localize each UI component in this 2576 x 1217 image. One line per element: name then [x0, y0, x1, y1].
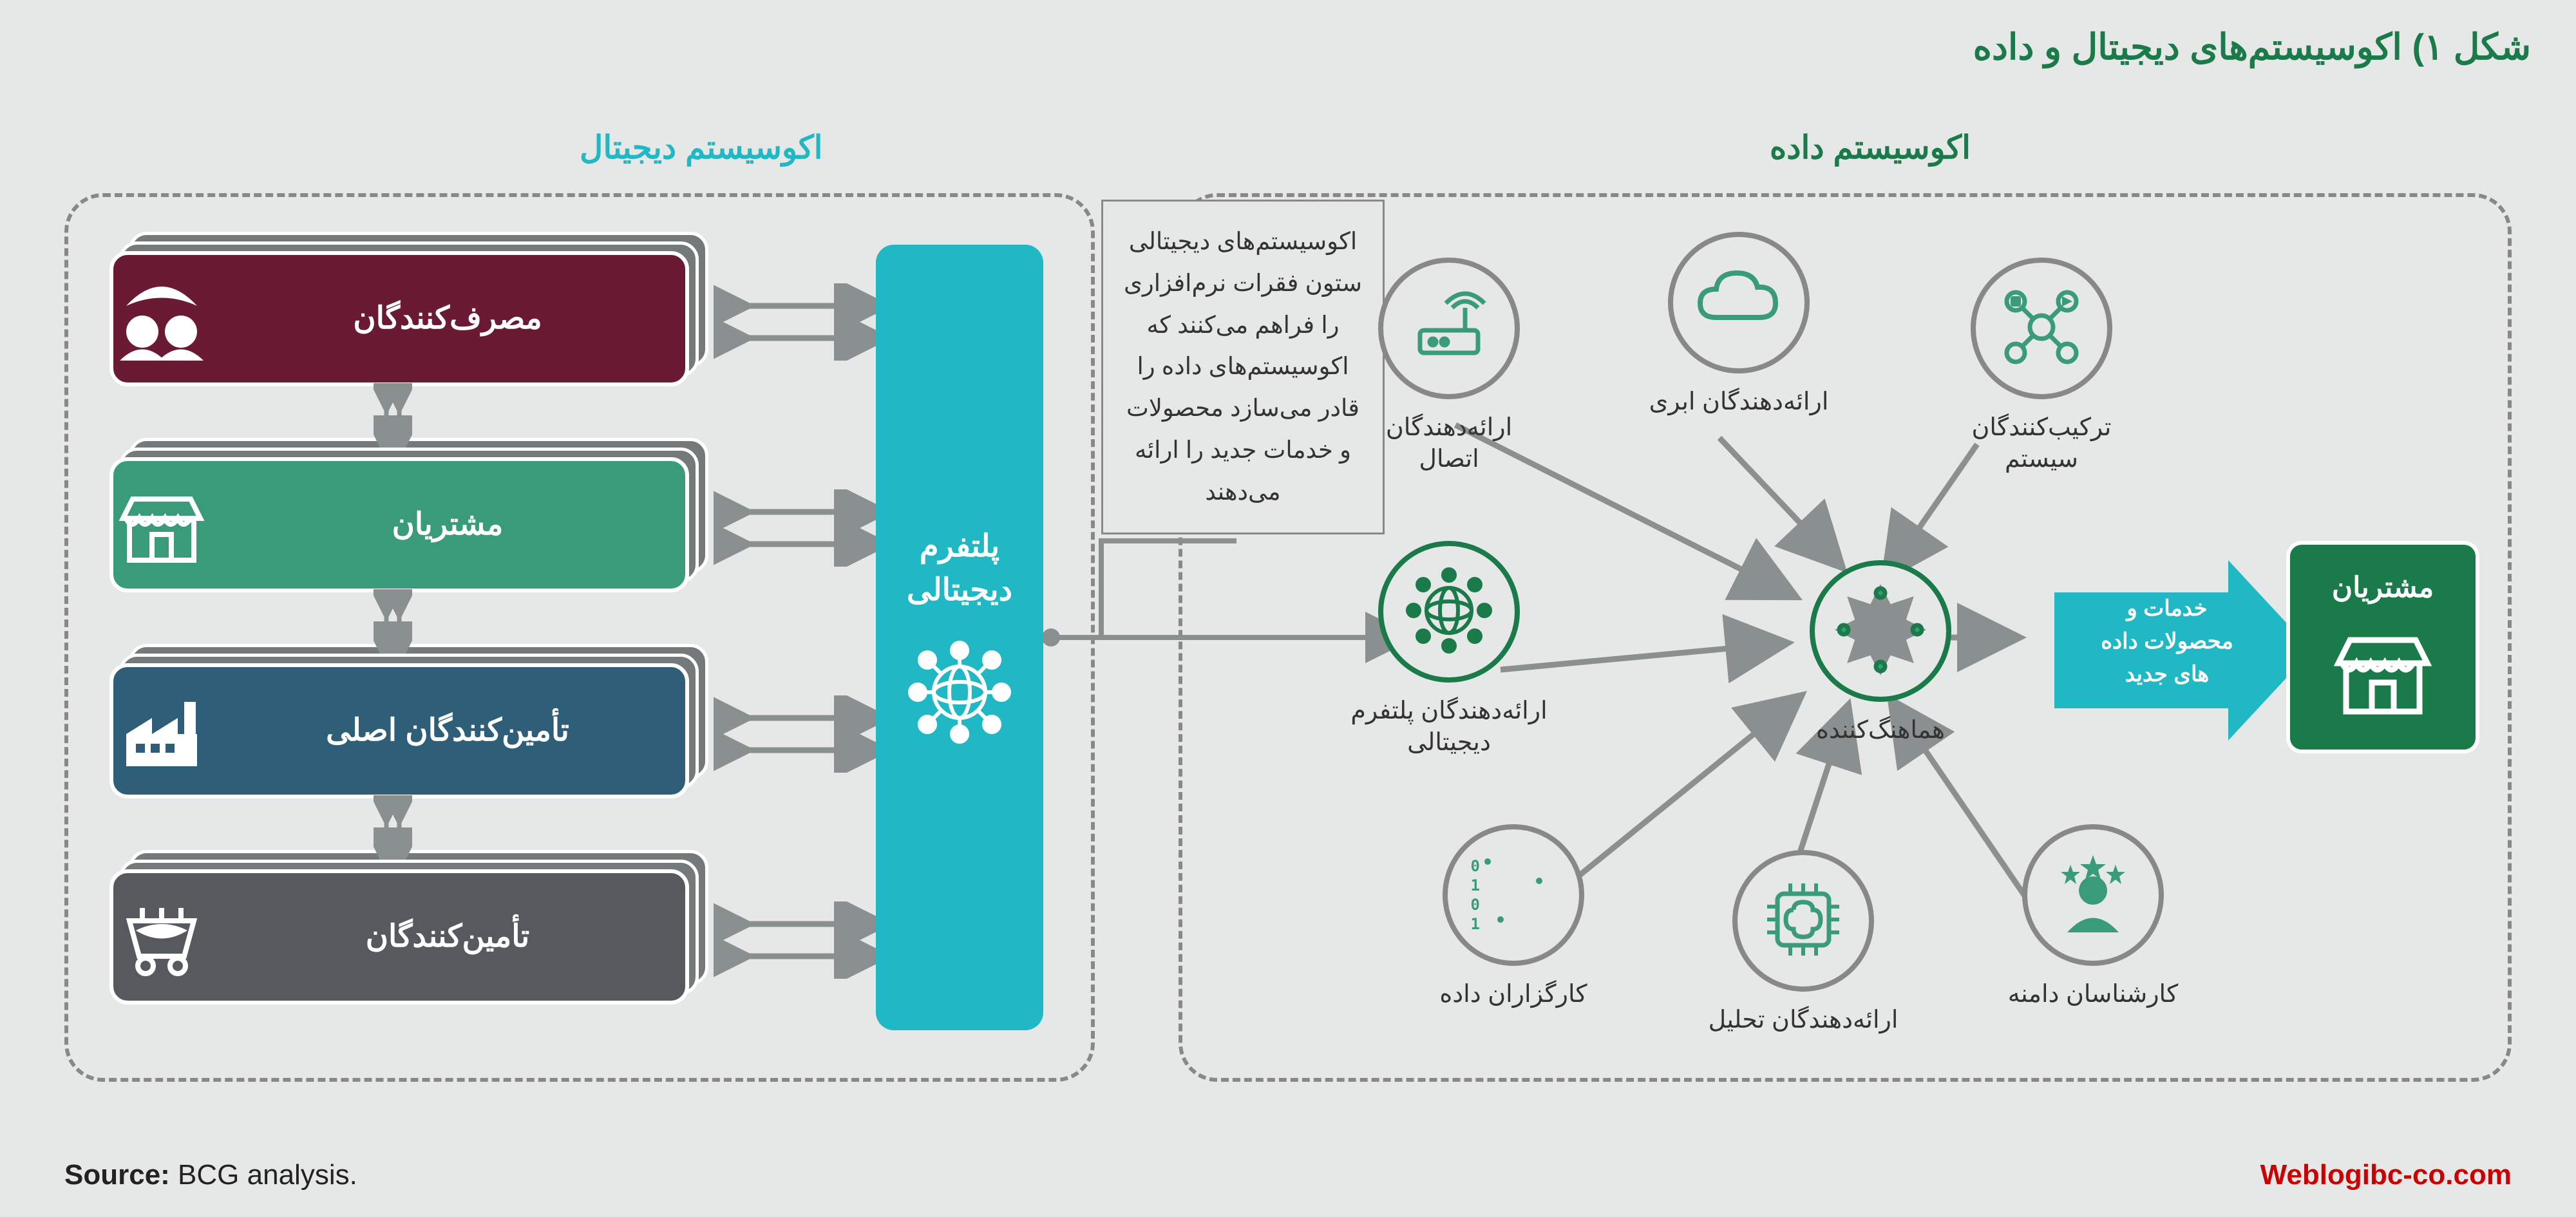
stack-link-3 — [374, 795, 412, 860]
biarrow-coresup — [714, 695, 876, 773]
digital-platform-bar: پلتفرم دیجیتالی — [876, 245, 1043, 1030]
factory-icon — [113, 689, 210, 773]
consumers-icon — [113, 277, 210, 361]
chip-brain-icon — [1758, 874, 1848, 968]
router-icon — [1407, 285, 1491, 372]
biarrow-consumers — [714, 283, 876, 361]
output-arrow-label: خدمات و محصولات داده های جدید — [2093, 592, 2241, 691]
node-data-brokers: 0 1 0 11 0 1 0 0 1 1 01 0 0 1 کارگزاران د… — [1417, 824, 1610, 1010]
center-description: اکوسیستم‌های دیجیتالی ستون فقرات نرم‌افز… — [1101, 200, 1385, 534]
node-digital-platform-label: ارائه‌دهندگان پلتفرم دیجیتالی — [1346, 695, 1552, 759]
source-text: Source: BCG analysis. — [64, 1159, 357, 1191]
suppliers-stack: تأمین‌کنندگان — [109, 850, 708, 1005]
customers-output-box: مشتریان — [2286, 541, 2479, 753]
node-integrators: ترکیب‌کنندگان سیستم — [1945, 258, 2138, 476]
node-integrators-label: ترکیب‌کنندگان سیستم — [1945, 412, 2138, 476]
customers-label: مشتریان — [236, 506, 659, 543]
node-orchestrator-label: هماهنگ‌کننده — [1784, 715, 1977, 746]
cloud-icon — [1694, 266, 1784, 340]
node-analytics-label: ارائه‌دهندگان تحلیل — [1694, 1005, 1913, 1036]
hub-icon — [1832, 581, 1929, 681]
platform-label: پلتفرم دیجیتالی — [876, 525, 1043, 611]
node-analytics: ارائه‌دهندگان تحلیل — [1694, 850, 1913, 1036]
node-domain-experts-label: کارشناسان دامنه — [1996, 979, 2190, 1010]
core-suppliers-stack: تأمین‌کنندگان اصلی — [109, 644, 708, 798]
figure-title: شکل ۱) اکوسیستم‌های دیجیتال و داده — [1973, 26, 2531, 68]
node-cloud-label: ارائه‌دهندگان ابری — [1642, 386, 1835, 418]
network-globe-icon — [905, 637, 1014, 750]
customers-stack: مشتریان — [109, 438, 708, 592]
biarrow-customers — [714, 489, 876, 567]
node-digital-platform: ارائه‌دهندگان پلتفرم دیجیتالی — [1346, 541, 1552, 759]
svg-text:1 0 0 1: 1 0 0 1 — [1468, 915, 1480, 933]
storefront-icon — [113, 483, 210, 567]
core-suppliers-label: تأمین‌کنندگان اصلی — [236, 712, 659, 750]
consumers-stack: مصرف‌کنندگان — [109, 232, 708, 386]
node-domain-experts: کارشناسان دامنه — [1996, 824, 2190, 1010]
svg-text:1 0 1 0: 1 0 1 0 — [1468, 876, 1480, 894]
globe-network-icon — [1401, 562, 1497, 662]
consumers-label: مصرف‌کنندگان — [236, 300, 659, 337]
output-arrow: خدمات و محصولات داده های جدید — [2054, 560, 2312, 741]
storefront-icon — [2328, 623, 2438, 723]
credit-text: Weblogibc-co.com — [2260, 1159, 2512, 1191]
node-data-brokers-label: کارگزاران داده — [1417, 979, 1610, 1010]
stack-link-2 — [374, 589, 412, 654]
stack-link-1 — [374, 383, 412, 448]
integration-icon — [1996, 282, 2087, 375]
node-orchestrator: هماهنگ‌کننده — [1784, 560, 1977, 746]
cart-icon — [113, 895, 210, 979]
node-cloud: ارائه‌دهندگان ابری — [1642, 232, 1835, 418]
data-ecosystem-heading: اکوسیستم داده — [1770, 129, 1971, 166]
svg-text:0 1 0 1: 0 1 0 1 — [1468, 857, 1480, 875]
node-connectivity-label: ارائه‌دهندگان اتصال — [1352, 412, 1546, 476]
suppliers-label: تأمین‌کنندگان — [236, 918, 659, 956]
svg-text:0 1 1 0: 0 1 1 0 — [1468, 896, 1480, 914]
binary-icon: 0 1 0 11 0 1 0 0 1 1 01 0 0 1 — [1468, 849, 1558, 942]
biarrow-suppliers — [714, 901, 876, 979]
digital-ecosystem-heading: اکوسیستم دیجیتال — [580, 129, 823, 166]
expert-icon — [2048, 849, 2138, 942]
customers-output-label: مشتریان — [2332, 571, 2434, 604]
node-connectivity: ارائه‌دهندگان اتصال — [1352, 258, 1546, 476]
